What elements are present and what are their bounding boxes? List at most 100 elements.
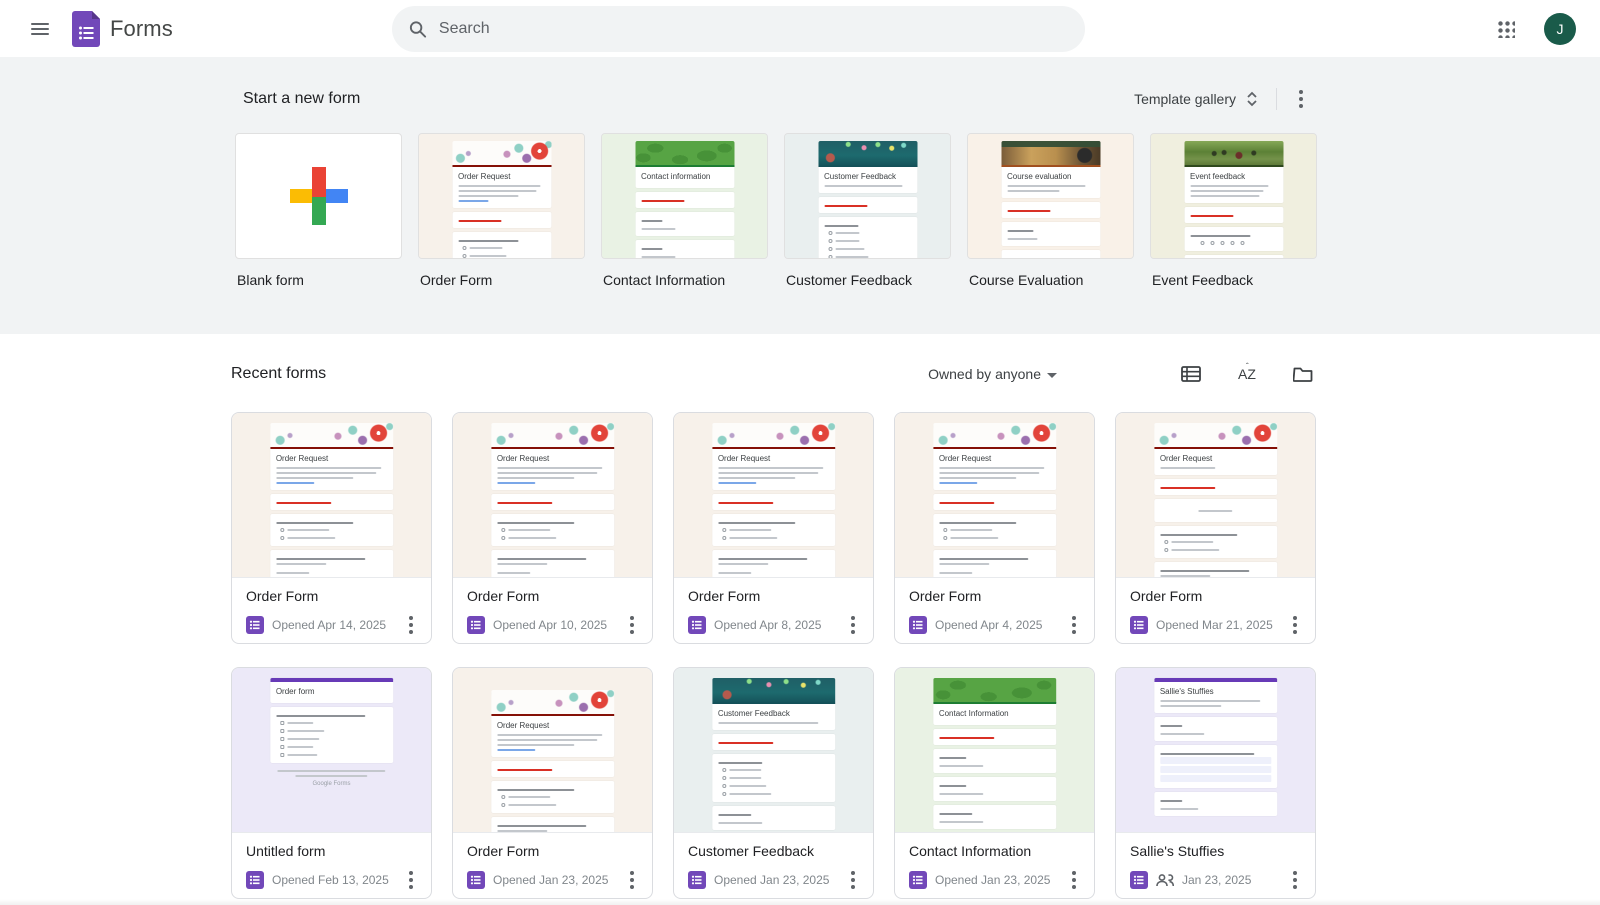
form-card-order-form-apr8[interactable]: Order Request Order Form (673, 412, 874, 644)
template-thumbnail-feedback: Customer Feedback (785, 134, 950, 258)
template-card-course-evaluation[interactable]: Course evaluation Course Evaluation (967, 133, 1134, 288)
sort-button[interactable]: AZ ˆ (1233, 360, 1261, 388)
form-card-order-form-apr10[interactable]: Order Request Order Form (452, 412, 653, 644)
form-opened-date: Opened Feb 13, 2025 (272, 873, 389, 887)
dropdown-arrow-icon (1047, 372, 1057, 378)
form-title: Untitled form (246, 843, 326, 859)
card-more-button[interactable] (1062, 868, 1086, 892)
list-view-button[interactable] (1177, 360, 1205, 388)
form-opened-date: Opened Jan 23, 2025 (935, 873, 1051, 887)
template-gallery-label: Template gallery (1134, 91, 1236, 107)
app-title: Forms (110, 15, 173, 41)
form-thumbnail: Order Request (674, 413, 873, 577)
form-card-order-form-apr4[interactable]: Order Request Order Form (894, 412, 1095, 644)
form-card-sallies-stuffies[interactable]: Sallie's Stuffies Sallie's Stuffies (1115, 667, 1316, 899)
search-icon (409, 20, 426, 38)
form-thumbnail: Order Request (453, 413, 652, 577)
template-gallery-button[interactable]: Template gallery (1124, 85, 1268, 113)
form-thumbnail: Order form Google Forms (232, 668, 431, 832)
shared-people-icon (1156, 873, 1174, 886)
form-thumbnail: Order Request (1116, 413, 1315, 577)
top-right-controls: J (1486, 9, 1584, 49)
form-card-order-form-jan23[interactable]: Order Request Order Form (452, 667, 653, 899)
form-opened-date: Jan 23, 2025 (1182, 873, 1252, 887)
forms-file-icon (909, 616, 927, 634)
card-more-button[interactable] (620, 613, 644, 637)
form-title: Contact Information (909, 843, 1032, 859)
template-thumbnail-contact: Contact information (602, 134, 767, 258)
google-forms-footer-text: Google Forms (312, 781, 351, 787)
card-more-button[interactable] (1062, 613, 1086, 637)
fireworks-banner (818, 141, 917, 167)
template-card-contact-information[interactable]: Contact information Contact Information (601, 133, 768, 288)
owner-filter-dropdown[interactable]: Owned by anyone (926, 360, 1059, 388)
form-thumbnail: Order Request (895, 413, 1094, 577)
floral-banner (452, 141, 551, 167)
form-opened-date: Opened Apr 8, 2025 (714, 618, 822, 632)
start-new-form-section: Start a new form Template gallery (0, 57, 1600, 334)
template-card-event-feedback[interactable]: Event feedback Event Feedback (1150, 133, 1317, 288)
recent-forms-grid: Order Request Order Form (231, 412, 1317, 899)
form-card-order-form-mar21[interactable]: Order Request Order Form (1115, 412, 1316, 644)
template-label: Blank form (237, 272, 304, 288)
forms-file-icon (1130, 871, 1148, 889)
form-card-untitled-form[interactable]: Order form Google Forms (231, 667, 432, 899)
form-thumbnail: Order Request (232, 413, 431, 577)
form-card-contact-information[interactable]: Contact Information Contact Information (894, 667, 1095, 899)
open-file-picker-button[interactable] (1289, 360, 1317, 388)
divider (1276, 88, 1277, 110)
forms-file-icon (688, 616, 706, 634)
card-more-button[interactable] (620, 868, 644, 892)
template-row: Blank form Order Request (235, 133, 1317, 288)
form-title: Customer Feedback (688, 843, 815, 859)
google-apps-button[interactable] (1486, 9, 1526, 49)
main-menu-button[interactable] (20, 9, 60, 49)
forms-file-icon (467, 871, 485, 889)
form-opened-date: Opened Apr 10, 2025 (493, 618, 608, 632)
form-title: Order Form (1130, 588, 1203, 604)
card-more-button[interactable] (1283, 613, 1307, 637)
forms-file-icon (246, 871, 264, 889)
form-opened-date: Opened Apr 14, 2025 (272, 618, 387, 632)
forms-home-link[interactable]: Forms (72, 10, 173, 47)
template-thumbnail-order: Order Request (419, 134, 584, 258)
template-thumbnail-course: Course evaluation (968, 134, 1133, 258)
card-more-button[interactable] (1283, 868, 1307, 892)
form-title: Order Form (688, 588, 761, 604)
section-title-recent: Recent forms (231, 365, 327, 382)
form-thumbnail: Order Request (453, 668, 652, 832)
account-avatar[interactable]: J (1544, 12, 1576, 45)
forms-file-icon (467, 616, 485, 634)
card-more-button[interactable] (841, 613, 865, 637)
form-title: Sallie's Stuffies (1130, 843, 1225, 859)
az-sort-icon: AZ ˆ (1238, 362, 1256, 382)
form-title: Order Form (246, 588, 319, 604)
hamburger-icon (31, 20, 49, 38)
template-label: Customer Feedback (786, 272, 913, 288)
template-card-order-form[interactable]: Order Request Order Form (418, 133, 585, 288)
form-card-order-form-apr14[interactable]: Order Request Order Form (231, 412, 432, 644)
form-opened-date: Opened Jan 23, 2025 (493, 873, 609, 887)
top-app-bar: Forms J (0, 0, 1600, 57)
recent-forms-section: Recent forms Owned by anyone AZ ˆ (0, 334, 1600, 905)
form-title: Order Form (467, 588, 540, 604)
card-more-button[interactable] (841, 868, 865, 892)
search-bar[interactable] (391, 5, 1085, 52)
template-card-customer-feedback[interactable]: Customer Feedback Customer Fe (784, 133, 951, 288)
forms-file-icon (1130, 616, 1148, 634)
start-section-more-button[interactable] (1285, 83, 1317, 115)
template-label: Event Feedback (1152, 272, 1254, 288)
form-card-customer-feedback[interactable]: Customer Feedback Customer Feedback (673, 667, 874, 899)
card-more-button[interactable] (399, 613, 423, 637)
google-plus-icon (289, 167, 348, 225)
list-view-icon (1181, 366, 1201, 382)
form-thumbnail: Contact Information (895, 668, 1094, 832)
search-input[interactable] (438, 19, 1069, 38)
template-label: Order Form (420, 272, 493, 288)
template-card-blank-form[interactable]: Blank form (235, 133, 402, 288)
form-title: Order Form (467, 843, 540, 859)
card-more-button[interactable] (399, 868, 423, 892)
forms-file-icon (246, 616, 264, 634)
form-opened-date: Opened Apr 4, 2025 (935, 618, 1043, 632)
green-chat-banner (635, 141, 734, 167)
